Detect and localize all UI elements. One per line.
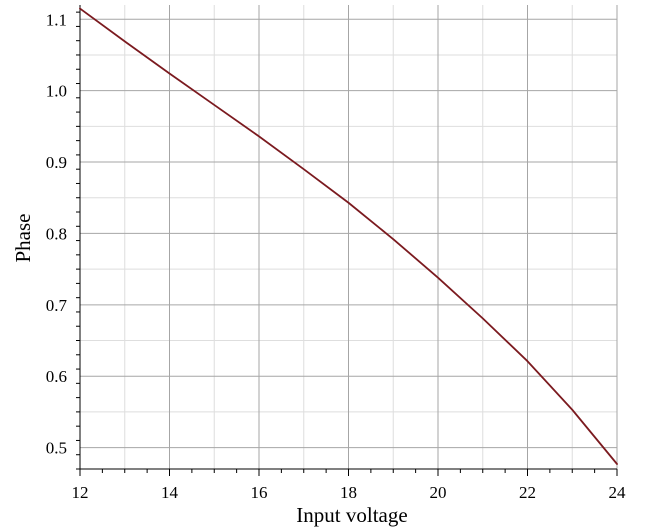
x-tick-label: 20 <box>430 483 447 502</box>
y-tick-label: 0.6 <box>46 367 67 386</box>
y-tick-label: 0.9 <box>46 153 67 172</box>
x-axis-title: Input voltage <box>296 503 407 527</box>
x-tick-label: 16 <box>251 483 268 502</box>
series-line-1 <box>79 7 618 465</box>
x-tick-label: 22 <box>519 483 536 502</box>
x-tick-label: 24 <box>609 483 627 502</box>
x-tick-label: 18 <box>340 483 357 502</box>
x-tick-label: 12 <box>72 483 89 502</box>
series-layer <box>79 7 618 465</box>
grid <box>79 5 618 469</box>
y-tick-label: 0.8 <box>46 224 67 243</box>
y-tick-label: 0.7 <box>46 296 68 315</box>
y-axis-title: Phase <box>11 214 35 263</box>
y-tick-label: 1.1 <box>46 10 67 29</box>
x-tick-label: 14 <box>161 483 179 502</box>
y-tick-label: 1.0 <box>46 82 67 101</box>
y-tick-label: 0.5 <box>46 439 67 458</box>
axes: 12 14 16 18 20 22 24 0.5 0.6 0.7 0.8 0.9 1.0 1.1 <box>46 5 626 502</box>
